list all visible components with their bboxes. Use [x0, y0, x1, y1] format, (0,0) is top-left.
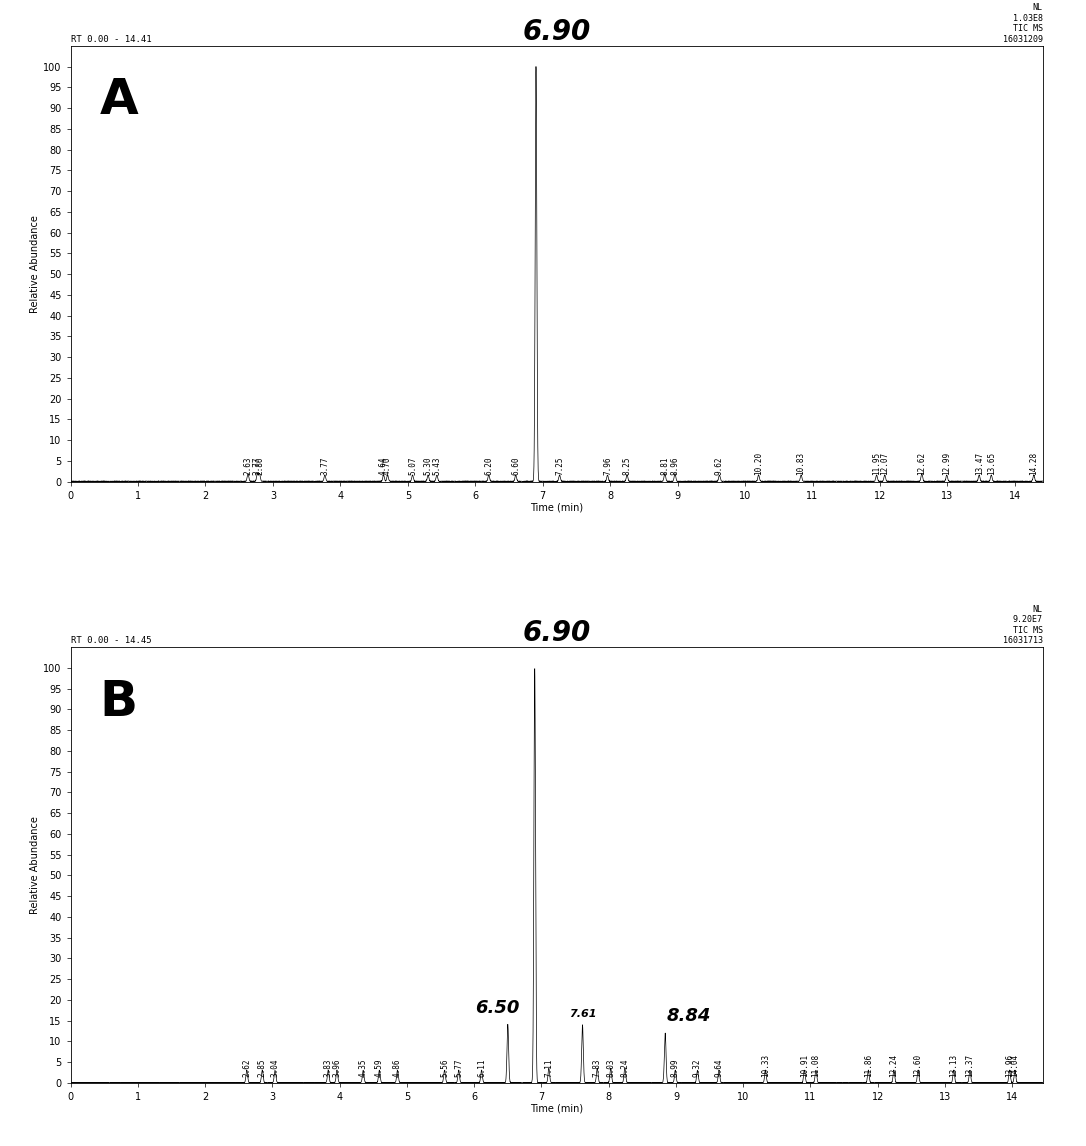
- Text: 7.96: 7.96: [603, 457, 613, 476]
- Title: 6.90: 6.90: [522, 619, 591, 647]
- X-axis label: Time (min): Time (min): [530, 1104, 583, 1114]
- Text: 7.61: 7.61: [569, 1008, 596, 1019]
- Text: 7.83: 7.83: [593, 1058, 602, 1077]
- Text: 3.96: 3.96: [332, 1058, 341, 1077]
- Text: 9.64: 9.64: [715, 1058, 723, 1077]
- Text: 2.62: 2.62: [242, 1058, 251, 1077]
- Text: 12.60: 12.60: [913, 1053, 923, 1077]
- Text: 10.91: 10.91: [800, 1053, 809, 1077]
- Text: A: A: [100, 77, 139, 125]
- Text: 7.11: 7.11: [544, 1058, 554, 1077]
- Text: 13.13: 13.13: [949, 1053, 958, 1077]
- Text: 5.77: 5.77: [454, 1058, 464, 1077]
- X-axis label: Time (min): Time (min): [530, 502, 583, 512]
- Text: 6.60: 6.60: [512, 457, 520, 476]
- Text: 13.96: 13.96: [1006, 1053, 1014, 1077]
- Text: 14.04: 14.04: [1010, 1053, 1020, 1077]
- Text: 4.64: 4.64: [379, 457, 388, 476]
- Text: NL
9.20E7
TIC MS
16031713: NL 9.20E7 TIC MS 16031713: [1002, 605, 1043, 645]
- Text: 10.33: 10.33: [761, 1053, 770, 1077]
- Text: 4.59: 4.59: [375, 1058, 383, 1077]
- Text: B: B: [100, 677, 138, 725]
- Text: RT 0.00 - 14.45: RT 0.00 - 14.45: [71, 636, 151, 645]
- Text: 8.96: 8.96: [670, 457, 680, 476]
- Text: 2.77: 2.77: [253, 457, 262, 476]
- Text: 11.86: 11.86: [863, 1053, 873, 1077]
- Text: 6.20: 6.20: [484, 457, 493, 476]
- Text: 2.80: 2.80: [255, 457, 264, 476]
- Text: 12.99: 12.99: [943, 453, 951, 476]
- Text: 8.99: 8.99: [671, 1058, 680, 1077]
- Text: 12.24: 12.24: [889, 1053, 898, 1077]
- Text: 13.37: 13.37: [965, 1053, 974, 1077]
- Text: 13.65: 13.65: [987, 453, 996, 476]
- Text: 4.35: 4.35: [358, 1058, 368, 1077]
- Text: RT 0.00 - 14.41: RT 0.00 - 14.41: [71, 34, 151, 44]
- Text: 5.07: 5.07: [408, 457, 417, 476]
- Text: 8.84: 8.84: [667, 1007, 711, 1025]
- Text: 6.50: 6.50: [476, 998, 520, 1017]
- Text: 8.81: 8.81: [660, 457, 669, 476]
- Text: 2.63: 2.63: [243, 457, 252, 476]
- Title: 6.90: 6.90: [522, 18, 591, 46]
- Text: 4.70: 4.70: [383, 457, 392, 476]
- Y-axis label: Relative Abundance: Relative Abundance: [30, 214, 40, 313]
- Text: 7.25: 7.25: [555, 457, 564, 476]
- Text: 6.11: 6.11: [477, 1058, 487, 1077]
- Text: 3.83: 3.83: [324, 1058, 332, 1077]
- Text: 8.24: 8.24: [620, 1058, 630, 1077]
- Text: 14.28: 14.28: [1030, 453, 1038, 476]
- Text: 8.25: 8.25: [622, 457, 632, 476]
- Text: 10.20: 10.20: [754, 453, 763, 476]
- Y-axis label: Relative Abundance: Relative Abundance: [30, 816, 40, 915]
- Text: 12.07: 12.07: [881, 453, 889, 476]
- Text: 8.03: 8.03: [606, 1058, 616, 1077]
- Text: 9.62: 9.62: [715, 457, 724, 476]
- Text: 11.08: 11.08: [811, 1053, 820, 1077]
- Text: 5.43: 5.43: [432, 457, 441, 476]
- Text: 3.77: 3.77: [320, 457, 329, 476]
- Text: 9.32: 9.32: [693, 1058, 702, 1077]
- Text: 12.62: 12.62: [918, 453, 926, 476]
- Text: 2.85: 2.85: [257, 1058, 267, 1077]
- Text: 5.30: 5.30: [424, 457, 432, 476]
- Text: 5.56: 5.56: [440, 1058, 450, 1077]
- Text: 4.86: 4.86: [393, 1058, 402, 1077]
- Text: 3.04: 3.04: [270, 1058, 279, 1077]
- Text: 10.83: 10.83: [797, 453, 806, 476]
- Text: 13.47: 13.47: [974, 453, 984, 476]
- Text: 11.95: 11.95: [872, 453, 881, 476]
- Text: NL
1.03E8
TIC MS
16031209: NL 1.03E8 TIC MS 16031209: [1002, 3, 1043, 44]
